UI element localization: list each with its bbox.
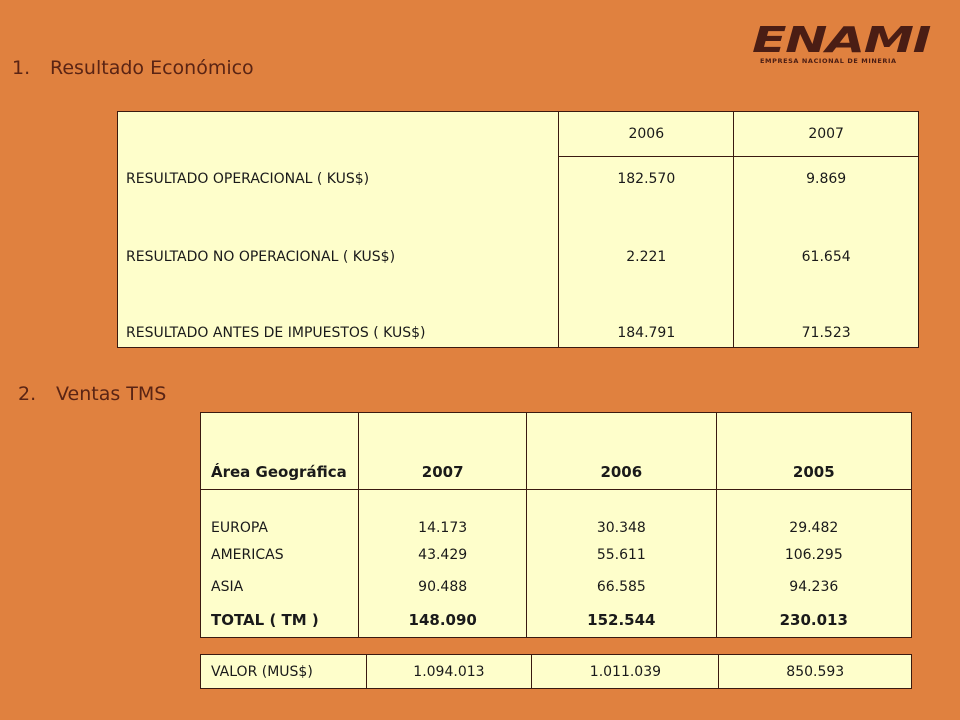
valor-label: VALOR (MUS$) [200,654,367,689]
ventas-tms-table: Área Geográfica 2007 2006 2005 EUROPA 14… [199,412,913,638]
row-value-2005: 106.295 [715,539,913,571]
row-value-2006: 55.611 [526,539,717,571]
table-row: RESULTADO NO OPERACIONAL ( KUS$) 2.221 6… [116,192,919,271]
table-row: RESULTADO OPERACIONAL ( KUS$) 182.570 9.… [116,155,919,193]
table-row: AMERICAS 43.429 55.611 106.295 [199,539,913,571]
logo-subtitle: EMPRESA NACIONAL DE MINERIA [760,57,897,65]
section-1-title: Resultado Económico [50,57,254,79]
resultado-economico-table: 2006 2007 RESULTADO OPERACIONAL ( KUS$) … [116,111,919,348]
row-label: RESULTADO NO OPERACIONAL ( KUS$) [116,192,560,271]
row-value-2007: 71.523 [733,270,919,348]
section-1-heading: 1. Resultado Económico [12,57,254,79]
header-empty-cell [116,111,560,156]
total-label: TOTAL ( TM ) [199,603,360,638]
total-value-2006: 152.544 [526,603,717,638]
valor-value-2007: 1.094.013 [365,654,533,689]
table-header-row: Área Geográfica 2007 2006 2005 [199,412,913,490]
row-value-2005: 94.236 [715,571,913,603]
table-header-row: 2006 2007 [116,111,919,157]
row-label: ASIA [199,571,360,603]
row-value-2007: 90.488 [358,571,528,603]
row-label: RESULTADO OPERACIONAL ( KUS$) [116,156,560,193]
enami-logo: ENAMI EMPRESA NACIONAL DE MINERIA [752,22,934,72]
header-2007: 2007 [733,111,919,157]
valor-value-2005: 850.593 [718,654,912,689]
row-value-2006: 66.585 [526,571,717,603]
valor-row: VALOR (MUS$) 1.094.013 1.011.039 850.593 [200,654,912,689]
row-value-2007: 43.429 [358,539,528,571]
total-value-2007: 148.090 [358,603,528,638]
row-label: AMERICAS [199,539,360,571]
svg-text:ENAMI: ENAMI [752,22,931,56]
header-2006: 2006 [558,111,735,157]
header-2007: 2007 [358,412,528,490]
header-2005: 2005 [715,412,913,490]
row-value-2007: 9.869 [733,155,919,193]
section-2-heading: 2. Ventas TMS [18,383,166,405]
row-value-2006: 182.570 [558,155,735,193]
table-row: ASIA 90.488 66.585 94.236 [199,571,913,603]
total-value-2005: 230.013 [715,603,913,638]
row-label: EUROPA [199,489,360,539]
header-area-geografica: Área Geográfica [199,412,360,490]
section-1-number: 1. [12,57,31,79]
table-row: RESULTADO ANTES DE IMPUESTOS ( KUS$) 184… [116,270,919,348]
section-2-number: 2. [18,383,37,405]
total-row: TOTAL ( TM ) 148.090 152.544 230.013 [199,603,913,638]
row-label: RESULTADO ANTES DE IMPUESTOS ( KUS$) [116,270,560,348]
row-value-2005: 29.482 [715,489,913,539]
row-value-2006: 30.348 [526,489,717,539]
valor-table: VALOR (MUS$) 1.094.013 1.011.039 850.593 [200,654,912,689]
section-2-title: Ventas TMS [56,383,167,405]
row-value-2007: 61.654 [733,192,919,271]
row-value-2006: 2.221 [558,192,735,271]
row-value-2007: 14.173 [358,489,528,539]
table-row: EUROPA 14.173 30.348 29.482 [199,489,913,539]
row-value-2006: 184.791 [558,270,735,348]
header-2006: 2006 [526,412,717,490]
valor-value-2006: 1.011.039 [531,654,720,689]
